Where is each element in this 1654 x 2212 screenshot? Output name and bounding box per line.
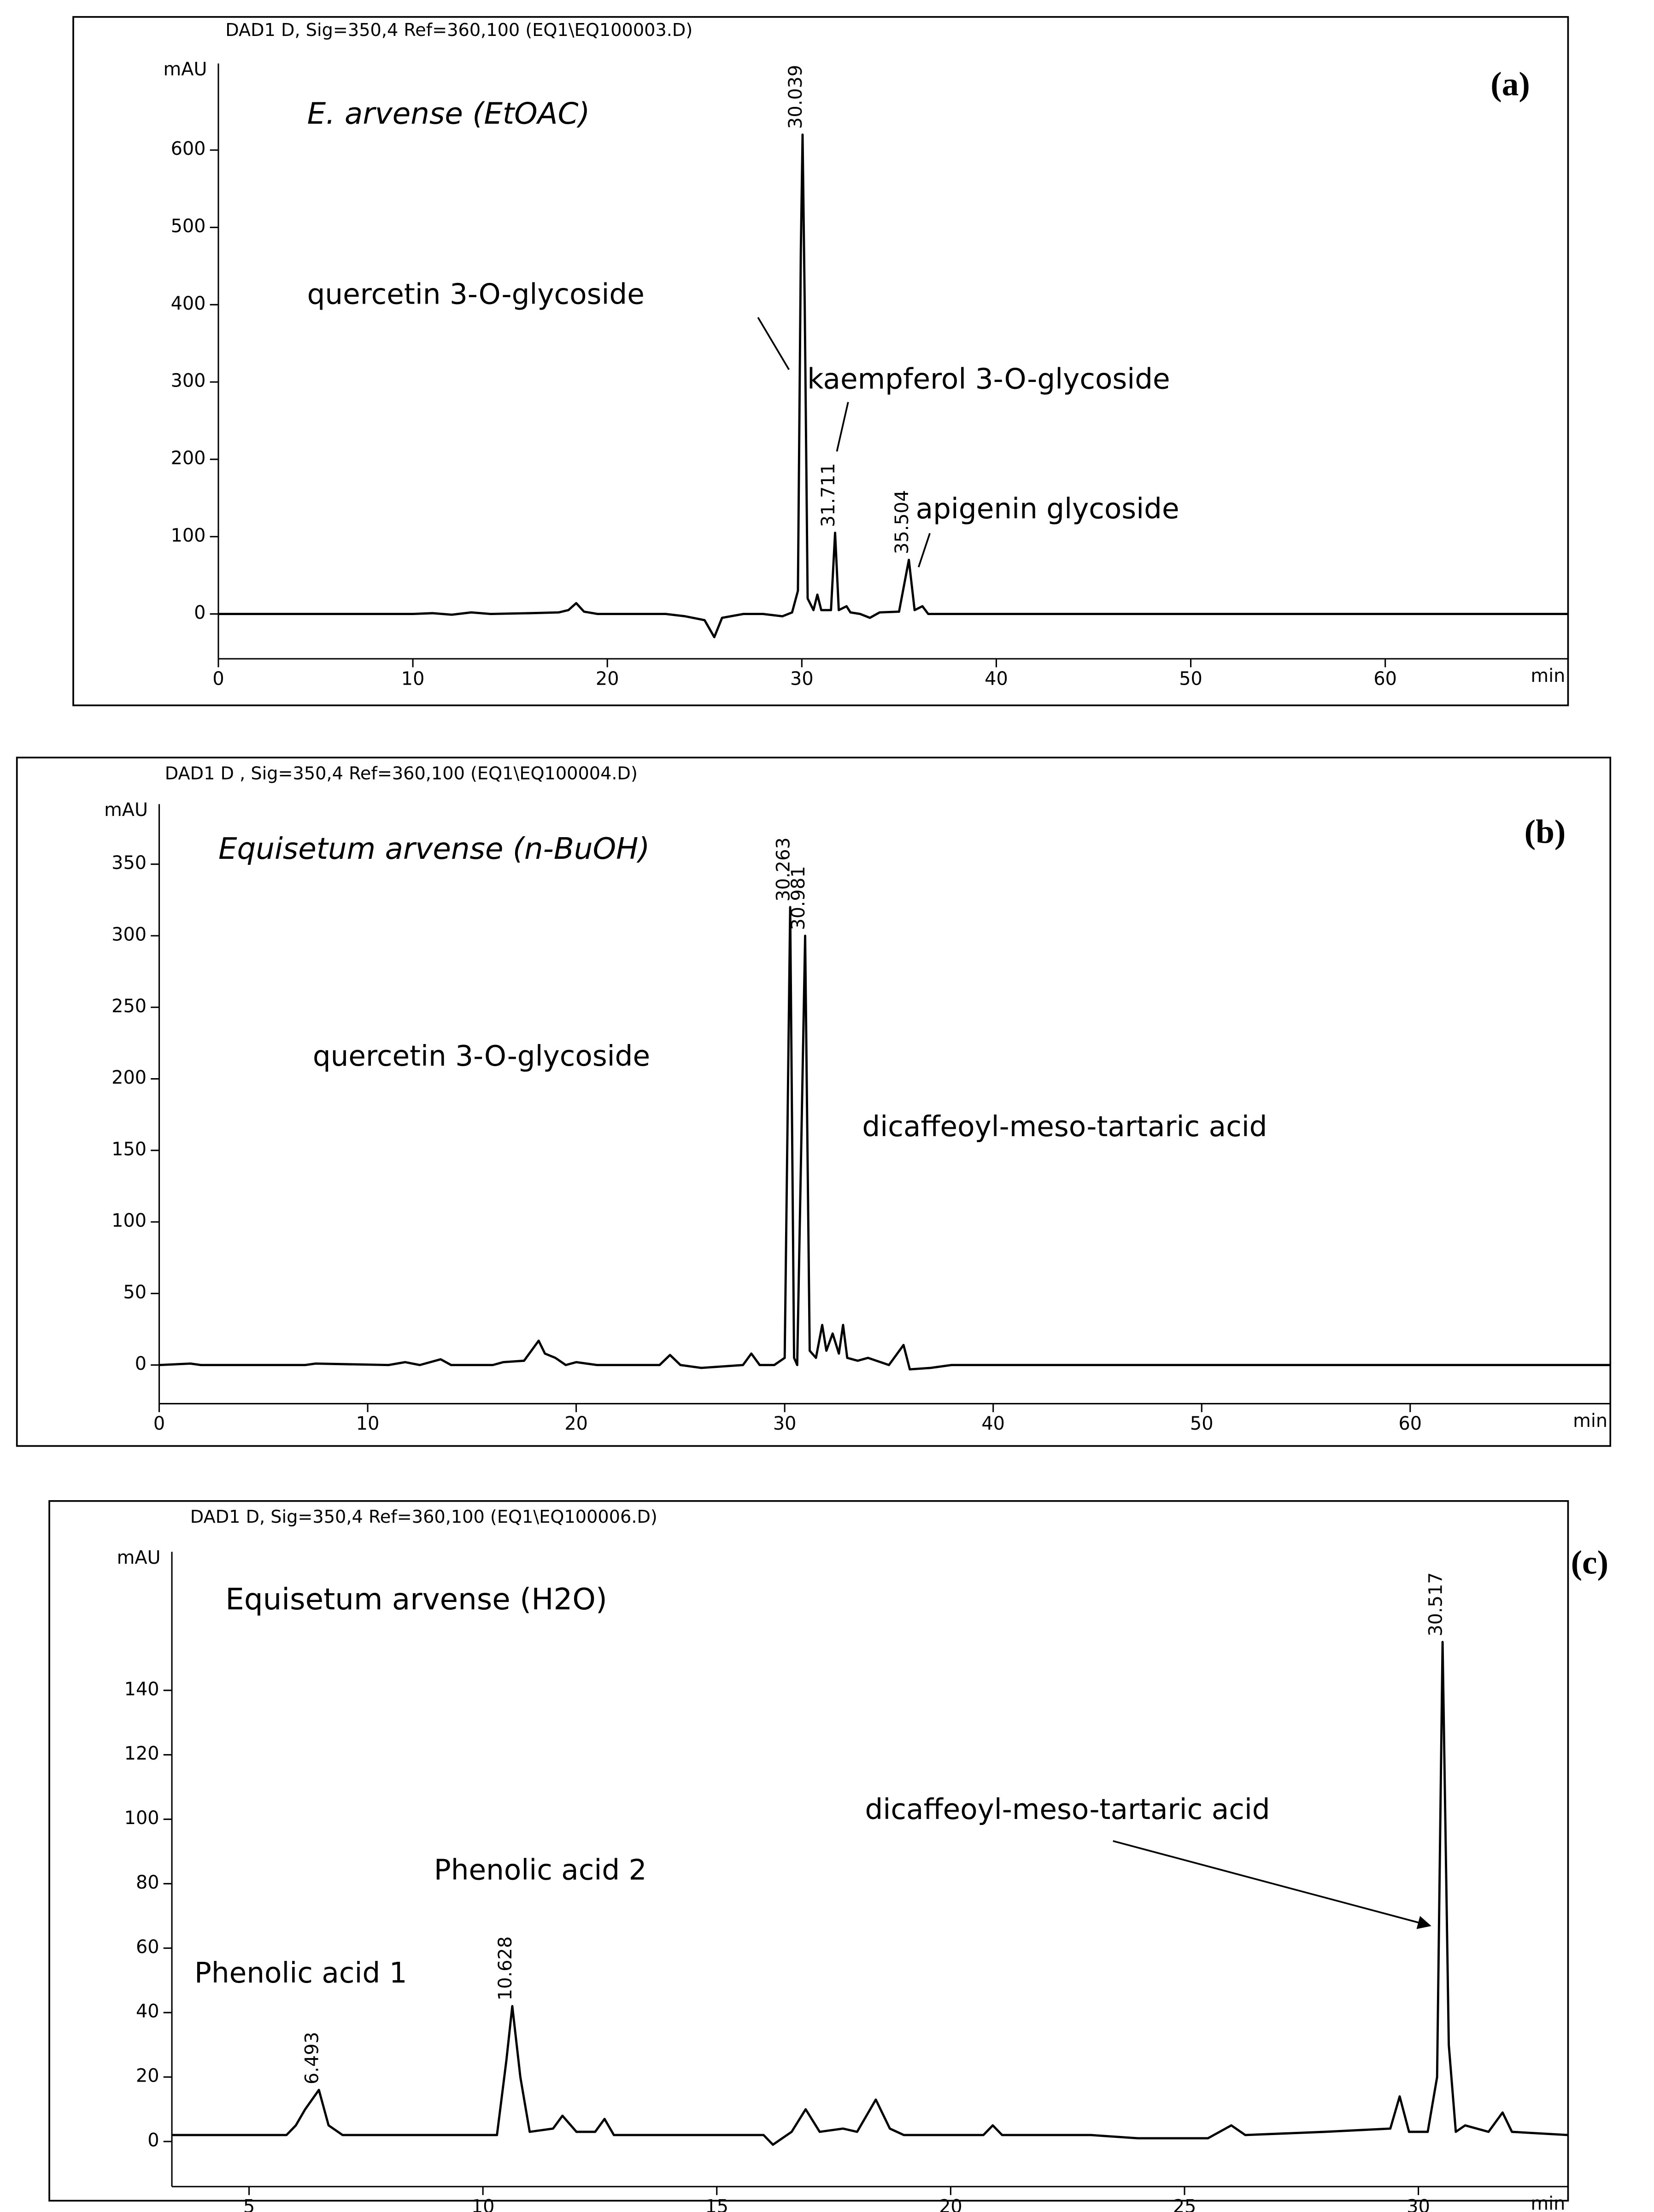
annotation: quercetin 3-O-glycoside bbox=[307, 278, 645, 311]
y-tick-label: 0 bbox=[194, 602, 205, 623]
panel-frame bbox=[16, 757, 1612, 1447]
y-tick-label: 80 bbox=[136, 1872, 159, 1893]
x-axis-label: min bbox=[1573, 1410, 1607, 1432]
peak-label: 30.981 bbox=[788, 866, 809, 930]
peak-label: 10.628 bbox=[495, 1936, 516, 2001]
annotation: dicaffeoyl-meso-tartaric acid bbox=[865, 1793, 1270, 1826]
x-tick-label: 0 bbox=[153, 1413, 165, 1434]
x-tick-label: 10 bbox=[401, 668, 425, 689]
y-tick-label: 100 bbox=[171, 525, 206, 546]
y-tick-label: 120 bbox=[124, 1743, 159, 1764]
annotation: kaempferol 3-O-glycoside bbox=[807, 363, 1170, 395]
panel-frame bbox=[72, 16, 1569, 706]
x-axis-label: min bbox=[1531, 2193, 1565, 2212]
leader-line bbox=[1113, 1840, 1431, 1929]
x-tick-label: 15 bbox=[705, 2196, 728, 2212]
chart-title: DAD1 D, Sig=350,4 Ref=360,100 (EQ1\EQ100… bbox=[190, 1507, 657, 1527]
annotation: Phenolic acid 2 bbox=[434, 1854, 647, 1887]
chart-panel: DAD1 D, Sig=350,4 Ref=360,100 (EQ1\EQ100… bbox=[48, 1500, 1608, 2212]
x-tick-label: 50 bbox=[1190, 1413, 1214, 1434]
x-tick-label: 30 bbox=[790, 668, 814, 689]
chart-subtitle: Equisetum arvense (n-BuOH) bbox=[218, 832, 650, 866]
peak-label: 35.504 bbox=[892, 490, 913, 554]
y-tick-label: 140 bbox=[124, 1678, 159, 1700]
peak-label: 31.711 bbox=[818, 463, 839, 527]
y-tick-label: 200 bbox=[111, 1067, 147, 1088]
y-tick-label: 300 bbox=[171, 370, 206, 392]
x-tick-label: 30 bbox=[773, 1413, 797, 1434]
y-tick-label: 20 bbox=[136, 2065, 159, 2087]
y-tick-label: 200 bbox=[171, 447, 206, 469]
x-tick-label: 40 bbox=[985, 668, 1008, 689]
leader-line bbox=[836, 402, 849, 452]
y-tick-label: 50 bbox=[123, 1282, 147, 1303]
chart-subtitle: E. arvense (EtOAC) bbox=[307, 97, 590, 131]
panel-label: (c) bbox=[1571, 1543, 1608, 1581]
x-tick-label: 20 bbox=[596, 668, 619, 689]
y-axis-label: mAU bbox=[117, 1547, 161, 1568]
panel-label: (a) bbox=[1490, 65, 1530, 103]
panel-label: (b) bbox=[1525, 813, 1566, 850]
x-tick-label: 10 bbox=[356, 1413, 380, 1434]
y-tick-label: 40 bbox=[136, 2001, 159, 2022]
y-tick-label: 600 bbox=[171, 138, 206, 159]
trace-line bbox=[218, 133, 1568, 639]
y-tick-label: 100 bbox=[124, 1807, 159, 1829]
y-tick-label: 300 bbox=[111, 924, 147, 945]
annotation: apigenin glycoside bbox=[916, 493, 1179, 525]
x-tick-label: 40 bbox=[981, 1413, 1005, 1434]
y-tick-label: 250 bbox=[111, 996, 147, 1017]
peak-label: 30.039 bbox=[785, 65, 806, 129]
y-tick-label: 0 bbox=[147, 2130, 159, 2151]
annotation: Phenolic acid 1 bbox=[194, 1957, 407, 1989]
y-tick-label: 60 bbox=[136, 1936, 159, 1958]
x-axis-label: min bbox=[1531, 665, 1565, 686]
y-tick-label: 150 bbox=[111, 1138, 147, 1160]
y-tick-label: 400 bbox=[171, 293, 206, 314]
y-tick-label: 0 bbox=[135, 1353, 147, 1374]
y-axis-label: mAU bbox=[104, 799, 148, 821]
chart-subtitle: Equisetum arvense (H2O) bbox=[225, 1582, 607, 1617]
chart-panel: DAD1 D , Sig=350,4 Ref=360,100 (EQ1\EQ10… bbox=[16, 757, 1612, 1447]
chart-panel: DAD1 D, Sig=350,4 Ref=360,100 (EQ1\EQ100… bbox=[72, 16, 1569, 706]
y-axis-label: mAU bbox=[164, 59, 207, 80]
leader-line bbox=[757, 317, 790, 370]
annotation: quercetin 3-O-glycoside bbox=[313, 1040, 650, 1073]
x-tick-label: 25 bbox=[1173, 2196, 1197, 2212]
leader-line bbox=[918, 533, 931, 568]
y-tick-label: 350 bbox=[111, 852, 147, 874]
x-tick-label: 20 bbox=[564, 1413, 588, 1434]
trace-line bbox=[159, 906, 1611, 1371]
x-tick-label: 20 bbox=[939, 2196, 962, 2212]
x-tick-label: 60 bbox=[1373, 668, 1397, 689]
peak-label: 30.263 bbox=[773, 837, 794, 901]
x-tick-label: 10 bbox=[471, 2196, 495, 2212]
annotation: dicaffeoyl-meso-tartaric acid bbox=[862, 1110, 1267, 1143]
panel-frame bbox=[48, 1500, 1569, 2202]
peak-label: 30.517 bbox=[1425, 1572, 1446, 1636]
trace-line bbox=[172, 1641, 1568, 2146]
x-tick-label: 50 bbox=[1179, 668, 1202, 689]
x-tick-label: 60 bbox=[1398, 1413, 1422, 1434]
peak-label: 6.493 bbox=[301, 2032, 323, 2084]
x-tick-label: 30 bbox=[1407, 2196, 1430, 2212]
x-tick-label: 5 bbox=[243, 2196, 255, 2212]
y-tick-label: 100 bbox=[111, 1210, 147, 1232]
chart-title: DAD1 D , Sig=350,4 Ref=360,100 (EQ1\EQ10… bbox=[165, 763, 638, 784]
x-tick-label: 0 bbox=[212, 668, 224, 689]
chart-title: DAD1 D, Sig=350,4 Ref=360,100 (EQ1\EQ100… bbox=[225, 20, 692, 41]
y-tick-label: 500 bbox=[171, 216, 206, 237]
